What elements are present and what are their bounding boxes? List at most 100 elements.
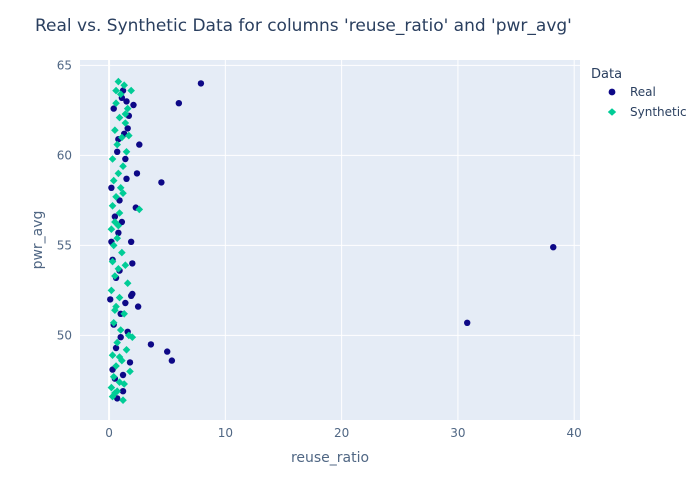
legend-label-synthetic: Synthetic [630,105,687,119]
data-point-real [136,141,143,148]
data-point-synthetic [125,131,133,140]
y-tick-label: 50 [57,328,72,342]
data-point-real [115,229,122,236]
y-axis-label: pwr_avg [30,211,46,270]
data-point-real [119,388,127,395]
chart-title: Real vs. Synthetic Data for columns 'reu… [35,16,572,36]
data-point-synthetic [112,86,120,95]
data-point-synthetic [122,346,131,354]
data-point-real [133,170,141,177]
data-point-synthetic [123,104,132,113]
gridlines [80,60,580,420]
data-point-real [117,334,124,341]
data-point-real [119,371,127,379]
data-point-synthetic [135,205,144,214]
x-tick-label: 40 [567,426,582,440]
data-point-real [122,299,129,307]
data-point-synthetic [118,133,126,142]
data-point-real [118,218,126,226]
data-point-real [108,184,115,191]
y-tick-label: 60 [57,148,72,162]
y-tick-labels: 50 55 60 65 [57,58,72,342]
data-point-synthetic [115,293,124,302]
data-point-synthetic [107,286,116,295]
data-point-synthetic [115,209,124,217]
data-point-synthetic [119,189,127,197]
legend-item-synthetic[interactable]: Synthetic [607,105,687,119]
data-point-real [164,348,171,355]
legend[interactable]: Data Real Synthetic [591,67,687,119]
data-point-real [122,155,129,163]
data-point-synthetic [112,99,120,107]
data-point-synthetic [109,319,118,327]
data-point-synthetic [111,389,119,397]
data-point-synthetic [111,306,119,314]
data-point-synthetic [126,367,134,376]
data-point-synthetic [121,119,130,127]
data-point-real [124,125,131,132]
data-point-synthetic [125,331,133,340]
data-point-real [147,341,155,348]
data-point-synthetic [127,86,135,95]
data-point-synthetic [119,162,127,170]
data-point-real [112,344,120,352]
data-point-real [550,244,557,251]
y-tick-label: 65 [57,58,72,72]
data-point-real [109,366,116,373]
x-axis-label: reuse_ratio [291,450,369,466]
data-point-real [129,260,136,267]
data-point-synthetic [113,234,122,242]
data-point-real [123,98,130,105]
data-point-real [134,303,142,310]
data-point-synthetic [120,310,128,318]
data-point-synthetic [111,126,119,134]
x-tick-labels: 0 10 20 30 40 [105,426,582,440]
data-point-synthetic [118,248,126,257]
data-point-synthetic [128,333,137,341]
legend-item-real[interactable]: Real [608,85,656,99]
data-point-synthetic [109,241,118,250]
data-point-real [116,197,123,204]
data-point-synthetic [113,338,122,347]
x-tick-label: 20 [334,426,349,440]
x-tick-label: 30 [450,426,465,440]
plot-background [80,60,580,420]
data-point-real [123,175,130,182]
legend-title: Data [591,67,622,82]
data-point-synthetic [109,373,118,381]
data-point-synthetic [123,279,132,287]
data-point-synthetic [121,261,130,269]
data-point-synthetic [107,225,116,233]
data-point-real [111,213,119,220]
data-point-real [107,296,114,303]
data-point-synthetic [115,113,124,122]
data-point-synthetic [119,396,127,404]
data-point-real [114,148,121,155]
data-point-real [175,100,183,107]
data-point-synthetic [108,202,117,210]
data-point-synthetic [120,380,128,388]
data-point-real [127,292,135,299]
data-point-real [126,359,134,366]
y-tick-label: 55 [57,238,72,252]
data-point-synthetic [115,353,124,361]
legend-marker-real [608,88,616,96]
data-point-synthetic [108,392,117,401]
data-point-synthetic [107,383,116,392]
data-point-real [158,179,165,186]
data-point-synthetic [114,169,123,178]
data-point-synthetic [114,265,123,273]
x-tick-label: 10 [218,426,233,440]
data-point-synthetic [114,77,123,86]
data-point-synthetic [108,257,117,266]
data-point-synthetic [108,351,117,359]
data-point-synthetic [122,148,131,156]
data-point-synthetic [118,356,126,365]
data-point-synthetic [113,140,122,149]
data-point-real [110,105,117,112]
data-points [107,77,557,404]
data-point-synthetic [112,362,120,370]
x-tick-label: 0 [105,426,113,440]
data-point-real [168,357,176,364]
